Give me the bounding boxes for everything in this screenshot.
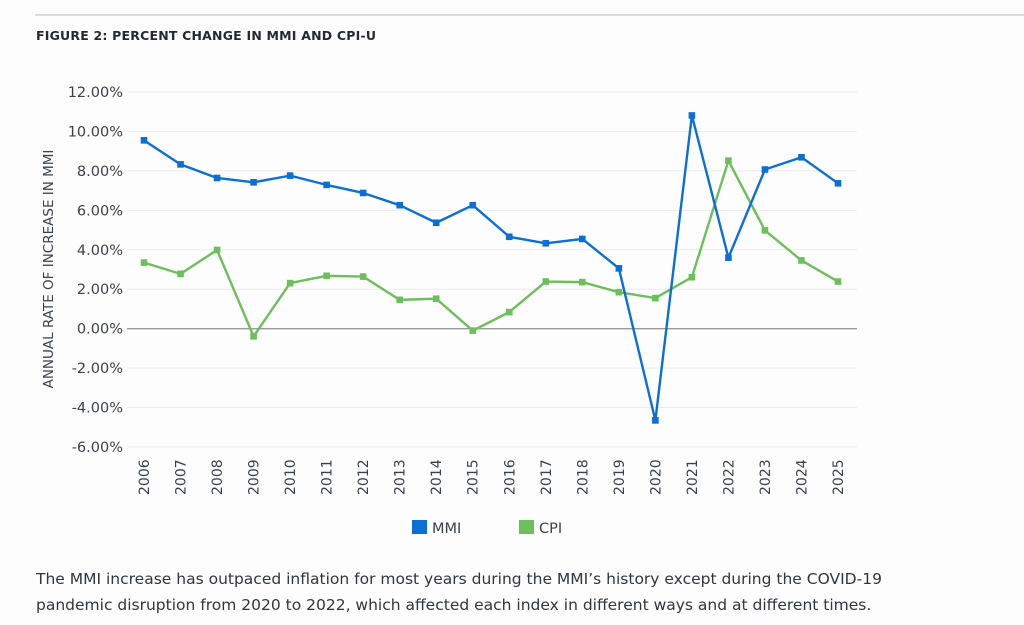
y-tick-label: -2.00%	[72, 361, 123, 377]
y-axis-ticks: 12.00% 10.00% 8.00% 6.00% 4.00% 2.00% 0.00% -2.…	[68, 85, 123, 456]
mmi-point-2025	[834, 180, 842, 187]
x-axis-ticks: 2006 2007 2008 2009 2010 2011 2012 2013 2014 2015…	[137, 459, 847, 495]
legend-label-mmi: MMI	[432, 521, 461, 537]
legend-swatch-mmi	[412, 520, 427, 534]
y-axis-label: ANNUAL RATE OF INCREASE IN MMI	[41, 150, 57, 389]
cpi-point-2015	[469, 327, 477, 334]
y-tick-label: -4.00%	[72, 401, 123, 417]
series-mmi	[140, 112, 842, 424]
mmi-point-2010	[286, 172, 294, 179]
legend: MMI CPI	[412, 520, 562, 537]
x-tick-label: 2012	[356, 459, 372, 495]
mmi-point-2020	[652, 417, 659, 424]
mmi-point-2017	[542, 239, 550, 247]
y-tick-label: -6.00%	[72, 440, 123, 456]
cpi-point-2012	[359, 273, 367, 280]
y-tick-label: 8.00%	[77, 164, 123, 180]
cpi-point-2017	[542, 278, 550, 285]
series-lines	[140, 112, 842, 424]
mmi-point-2011	[323, 181, 330, 189]
x-tick-label: 2008	[210, 459, 226, 495]
y-tick-label: 10.00%	[68, 124, 123, 140]
cpi-point-2011	[323, 272, 330, 280]
x-tick-label: 2018	[575, 459, 591, 495]
gridlines	[127, 91, 857, 448]
x-tick-label: 2020	[648, 459, 664, 495]
mmi-point-2006	[140, 137, 148, 144]
cpi-point-2010	[286, 279, 294, 287]
cpi-point-2008	[213, 246, 221, 254]
line-chart: 12.00% 10.00% 8.00% 6.00% 4.00% 2.00% 0.00% -2.…	[41, 85, 857, 537]
cpi-point-2020	[652, 294, 659, 302]
figure-title: FIGURE 2: PERCENT CHANGE IN MMI AND CPI-…	[36, 28, 377, 43]
y-tick-label: 2.00%	[77, 282, 123, 298]
x-tick-label: 2016	[502, 459, 518, 495]
x-tick-label: 2025	[831, 459, 847, 495]
x-tick-label: 2024	[794, 459, 810, 495]
y-tick-label: 4.00%	[77, 243, 123, 259]
cpi-point-2025	[834, 278, 842, 285]
cpi-point-2013	[396, 296, 403, 304]
cpi-point-2007	[177, 270, 184, 278]
top-divider	[35, 14, 1024, 16]
mmi-point-2014	[432, 219, 440, 227]
x-tick-label: 2022	[721, 459, 737, 495]
mmi-point-2023	[761, 166, 769, 173]
x-tick-label: 2023	[758, 459, 774, 495]
mmi-point-2007	[177, 161, 184, 168]
x-tick-label: 2013	[393, 459, 409, 495]
cpi-point-2023	[761, 227, 769, 234]
cpi-point-2021	[688, 273, 696, 281]
x-tick-label: 2009	[247, 459, 263, 495]
cpi-point-2018	[579, 278, 586, 286]
mmi-point-2024	[798, 153, 805, 161]
cpi-point-2019	[615, 288, 623, 296]
mmi-point-2021	[688, 112, 696, 119]
caption-line-2: pandemic disruption from 2020 to 2022, w…	[36, 596, 872, 614]
series-cpi	[140, 157, 842, 340]
x-tick-label: 2019	[612, 459, 628, 495]
mmi-point-2018	[579, 235, 586, 243]
mmi-point-2013	[396, 201, 403, 209]
mmi-point-2019	[615, 265, 623, 272]
cpi-line	[143, 159, 839, 338]
cpi-point-2009	[250, 333, 257, 340]
mmi-point-2022	[725, 254, 732, 261]
cpi-point-2014	[432, 295, 440, 302]
cpi-point-2022	[725, 157, 732, 164]
x-tick-label: 2021	[685, 459, 701, 495]
x-tick-label: 2010	[283, 459, 299, 495]
x-tick-label: 2014	[429, 459, 445, 495]
legend-label-cpi: CPI	[539, 521, 562, 537]
cpi-point-2016	[505, 308, 513, 316]
mmi-point-2012	[359, 189, 367, 197]
legend-swatch-cpi	[519, 520, 534, 534]
x-tick-label: 2017	[539, 459, 555, 495]
x-tick-label: 2006	[137, 459, 153, 495]
mmi-point-2016	[505, 233, 513, 241]
caption-line-1: The MMI increase has outpaced inflation …	[36, 570, 882, 588]
mmi-point-2008	[213, 174, 221, 182]
x-tick-label: 2007	[174, 459, 190, 495]
figure-caption: The MMI increase has outpaced inflation …	[36, 566, 1024, 618]
x-tick-label: 2011	[320, 459, 336, 495]
cpi-point-2024	[798, 257, 805, 264]
cpi-point-2006	[140, 259, 148, 266]
x-tick-label: 2015	[466, 459, 482, 495]
y-tick-label: 12.00%	[68, 85, 123, 101]
mmi-point-2015	[469, 201, 477, 209]
mmi-point-2009	[250, 179, 257, 186]
y-tick-label: 6.00%	[77, 203, 123, 219]
y-tick-label: 0.00%	[77, 322, 123, 338]
mmi-line	[143, 114, 839, 422]
